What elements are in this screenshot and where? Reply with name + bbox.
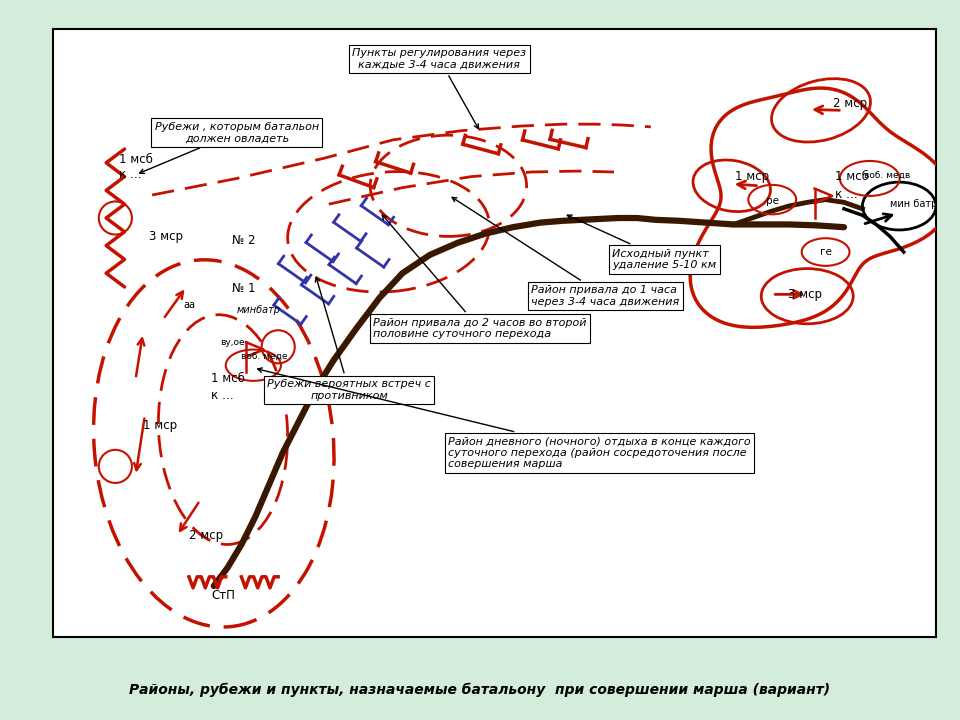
Text: Район дневного (ночного) отдыха в конце каждого
суточного перехода (район сосред: Район дневного (ночного) отдыха в конце … bbox=[257, 368, 751, 469]
Text: 3 мср: 3 мср bbox=[788, 288, 823, 301]
Text: минбатр: минбатр bbox=[237, 305, 280, 315]
Text: Рубежи , которым батальон
должен овладеть: Рубежи , которым батальон должен овладет… bbox=[139, 122, 319, 174]
Text: № 2: № 2 bbox=[231, 235, 255, 248]
Text: Районы, рубежи и пункты, назначаемые батальону  при совершении марша (вариант): Районы, рубежи и пункты, назначаемые бат… bbox=[130, 683, 830, 697]
Text: Рубежи вероятных встреч с
противником: Рубежи вероятных встреч с противником bbox=[267, 277, 431, 401]
Text: № 1: № 1 bbox=[231, 282, 255, 295]
Text: аа: аа bbox=[183, 300, 195, 310]
Text: Район привала до 1 часа
через 3-4 часа движения: Район привала до 1 часа через 3-4 часа д… bbox=[452, 197, 680, 307]
Text: мин батр: мин батр bbox=[890, 199, 937, 210]
Text: СтП: СтП bbox=[211, 589, 235, 602]
Text: 3 мср: 3 мср bbox=[150, 230, 183, 243]
Text: к …: к … bbox=[835, 189, 857, 202]
Text: ре: ре bbox=[766, 196, 779, 205]
Text: Пункты регулирования через
каждые 3-4 часа движения: Пункты регулирования через каждые 3-4 ча… bbox=[352, 48, 526, 129]
Text: 1 мсб: 1 мсб bbox=[835, 170, 869, 183]
Text: Район привала до 2 часов во второй
половине суточного перехода: Район привала до 2 часов во второй полов… bbox=[372, 215, 587, 339]
Text: 2 мср: 2 мср bbox=[833, 96, 867, 109]
Text: к …: к … bbox=[211, 389, 234, 402]
Text: ге: ге bbox=[820, 247, 831, 257]
Text: 1 мсб
к …: 1 мсб к … bbox=[119, 153, 153, 181]
Text: 1 мср: 1 мср bbox=[143, 418, 177, 431]
Text: воб. меде: воб. меде bbox=[241, 354, 288, 362]
Text: Исходный пункт
удаление 5-10 км: Исходный пункт удаление 5-10 км bbox=[567, 215, 716, 270]
Text: воб. медв: воб. медв bbox=[864, 172, 910, 181]
Text: 1 мср: 1 мср bbox=[735, 170, 770, 183]
Text: 1 мсб: 1 мсб bbox=[211, 372, 245, 385]
Text: 2 мср: 2 мср bbox=[189, 529, 223, 542]
Text: ву,ое: ву,ое bbox=[220, 338, 245, 347]
